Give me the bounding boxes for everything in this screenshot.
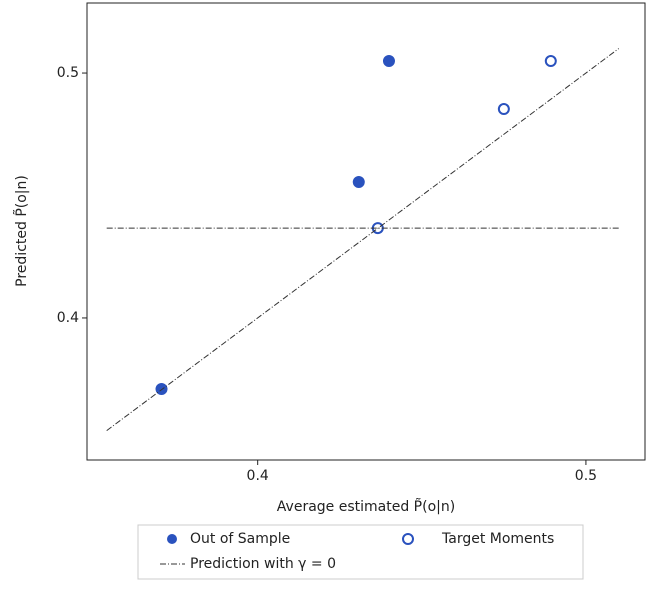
- point: [544, 55, 557, 68]
- x-tick-label: 0.5: [575, 468, 597, 484]
- y-axis-label: Predicted P̃(o|n): [13, 175, 30, 287]
- legend-swatch: [402, 533, 414, 545]
- x-tick-label: 0.4: [247, 468, 269, 484]
- legend-label: Prediction with γ = 0: [190, 556, 336, 572]
- y-tick-label: 0.5: [57, 65, 79, 81]
- point: [382, 55, 395, 68]
- legend-label: Target Moments: [441, 531, 554, 547]
- line: [106, 48, 620, 432]
- legend-label: Out of Sample: [190, 531, 290, 547]
- legend-swatch: [167, 534, 177, 544]
- point: [155, 382, 168, 395]
- y-tick-label: 0.4: [57, 310, 79, 326]
- x-axis-label: Average estimated P̃(o|n): [277, 498, 455, 515]
- point: [497, 103, 510, 116]
- plot-area: [86, 2, 646, 461]
- legend-box: [137, 524, 584, 580]
- point: [352, 176, 365, 189]
